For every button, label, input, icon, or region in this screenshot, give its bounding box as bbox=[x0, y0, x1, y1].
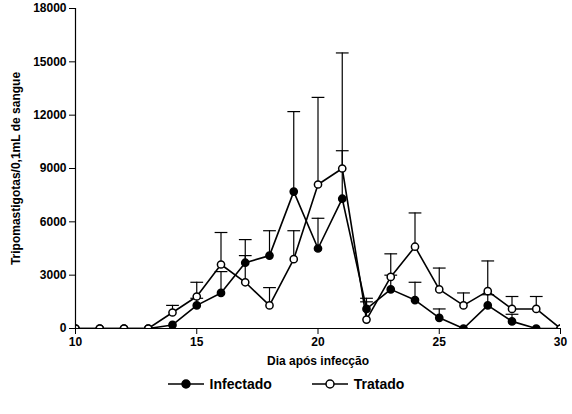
svg-text:0: 0 bbox=[60, 321, 67, 335]
svg-text:18000: 18000 bbox=[33, 1, 67, 15]
svg-text:15000: 15000 bbox=[33, 55, 67, 69]
html-text:Tratado: Tratado bbox=[353, 376, 405, 392]
svg-text:30: 30 bbox=[554, 335, 568, 349]
svg-text:6000: 6000 bbox=[40, 215, 67, 229]
svg-text:10: 10 bbox=[69, 335, 83, 349]
svg-text:20: 20 bbox=[311, 335, 325, 349]
svg-text:3000: 3000 bbox=[40, 268, 67, 282]
svg-text:9000: 9000 bbox=[40, 161, 67, 175]
svg-text:Tripomastigotas/0,1mL de sangu: Tripomastigotas/0,1mL de sangue bbox=[9, 72, 23, 265]
svg-text:25: 25 bbox=[433, 335, 447, 349]
svg-text:Dia após infecção: Dia após infecção bbox=[267, 354, 369, 368]
html-text:Infectado: Infectado bbox=[209, 376, 272, 392]
svg-text:15: 15 bbox=[190, 335, 204, 349]
svg-text:12000: 12000 bbox=[33, 108, 67, 122]
